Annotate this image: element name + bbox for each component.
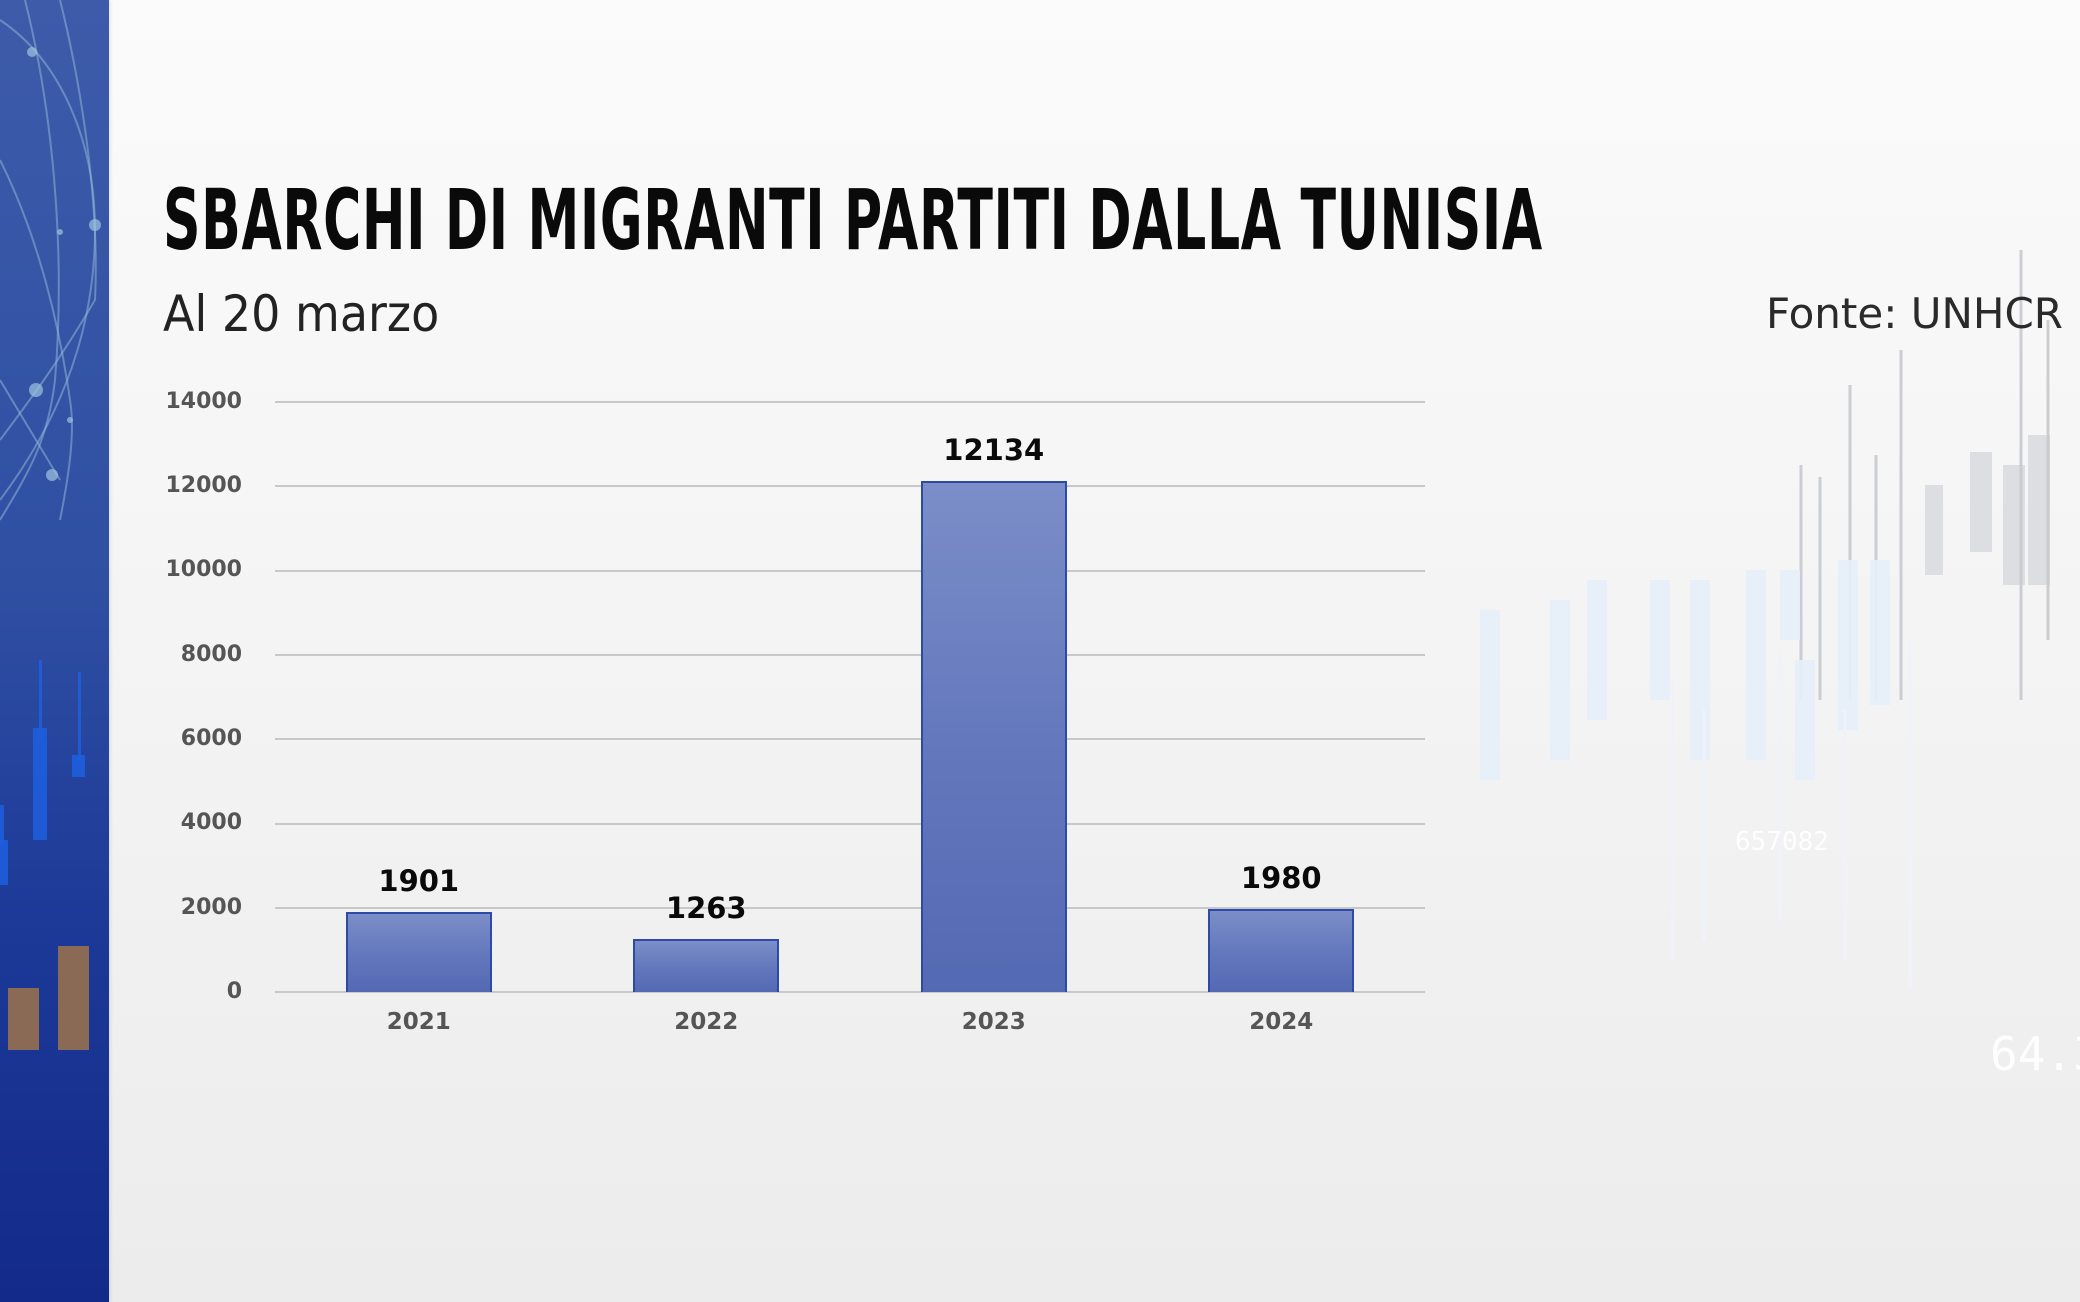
bar-2024 [1208,908,1355,992]
y-tick-label: 8000 [180,642,242,667]
bar-value-label: 1901 [378,863,460,898]
gridline [275,401,1425,403]
gridline [275,738,1425,740]
x-tick-label: 2024 [1249,1009,1314,1035]
y-tick-label: 12000 [165,473,242,498]
y-tick-label: 6000 [180,726,242,751]
x-axis-baseline [275,991,1425,993]
gridline [275,485,1425,487]
decorative-candlestick-background: 657082 64.3 [1480,250,2080,1081]
gridline [275,823,1425,825]
y-tick-label: 10000 [165,557,242,582]
x-tick-label: 2022 [674,1009,739,1035]
page-title: SBARCHI DI MIGRANTI PARTITI DALLA TUNISI… [163,171,1543,269]
page-subtitle: Al 20 marzo [163,285,440,343]
bar-value-label: 1263 [665,890,747,925]
y-tick-label: 2000 [180,895,242,920]
bar-2022 [633,938,780,992]
decorative-side-panel [0,0,109,1302]
bar-2023 [920,480,1067,992]
bar-2021 [345,911,492,992]
network-lines-icon [0,0,101,1050]
bar-value-label: 1980 [1240,860,1322,895]
decorative-number-text: 64.3 [1990,1027,2080,1081]
decorative-number-text: 657082 [1735,827,1829,857]
source-label: Fonte: UNHCR [1765,289,2063,338]
x-tick-label: 2021 [386,1009,451,1035]
y-tick-label: 4000 [180,810,242,835]
gridline [275,570,1425,572]
y-tick-label: 0 [226,979,242,1004]
bar-value-label: 12134 [943,432,1045,467]
x-tick-label: 2023 [961,1009,1026,1035]
gridline [275,654,1425,656]
y-tick-label: 14000 [165,389,242,414]
gridline [275,907,1425,909]
